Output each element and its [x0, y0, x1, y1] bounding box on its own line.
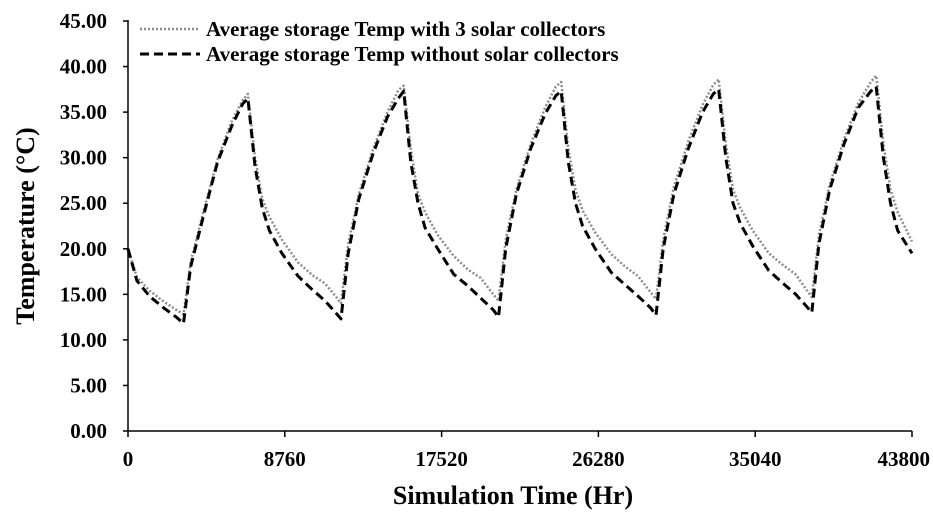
x-axis-title: Simulation Time (Hr): [393, 481, 633, 510]
legend: Average storage Temp with 3 solar collec…: [140, 17, 619, 66]
x-tick-label: 26280: [572, 447, 625, 471]
series-group: [126, 74, 914, 325]
y-tick-label: 30.00: [60, 146, 107, 170]
series-line-2: [126, 85, 914, 325]
y-tick-label: 10.00: [60, 328, 107, 352]
y-tick-label: 5.00: [70, 373, 107, 397]
x-tick-label: 0: [123, 447, 134, 471]
y-tick-label: 45.00: [60, 9, 107, 33]
x-tick-label: 17520: [415, 447, 468, 471]
y-tick-label: 20.00: [60, 237, 107, 261]
series-line-1: [126, 74, 914, 316]
legend-label-1: Average storage Temp with 3 solar collec…: [206, 17, 605, 41]
axes-group: [123, 20, 913, 437]
y-tick-label: 15.00: [60, 282, 107, 306]
y-tick-label: 0.00: [70, 419, 107, 443]
tick-labels-group: 0.00 5.00 10.00 15.00 20.00 25.00 30.00 35.00 40…: [60, 9, 930, 471]
y-axis-title: Temperature (°C): [11, 127, 40, 324]
y-tick-label: 40.00: [60, 55, 107, 79]
x-tick-label: 8760: [264, 447, 306, 471]
y-tick-label: 35.00: [60, 100, 107, 124]
x-tick-label: 43800: [878, 447, 931, 471]
y-tick-label: 25.00: [60, 191, 107, 215]
legend-label-2: Average storage Temp without solar colle…: [206, 42, 619, 66]
x-tick-label: 35040: [729, 447, 782, 471]
